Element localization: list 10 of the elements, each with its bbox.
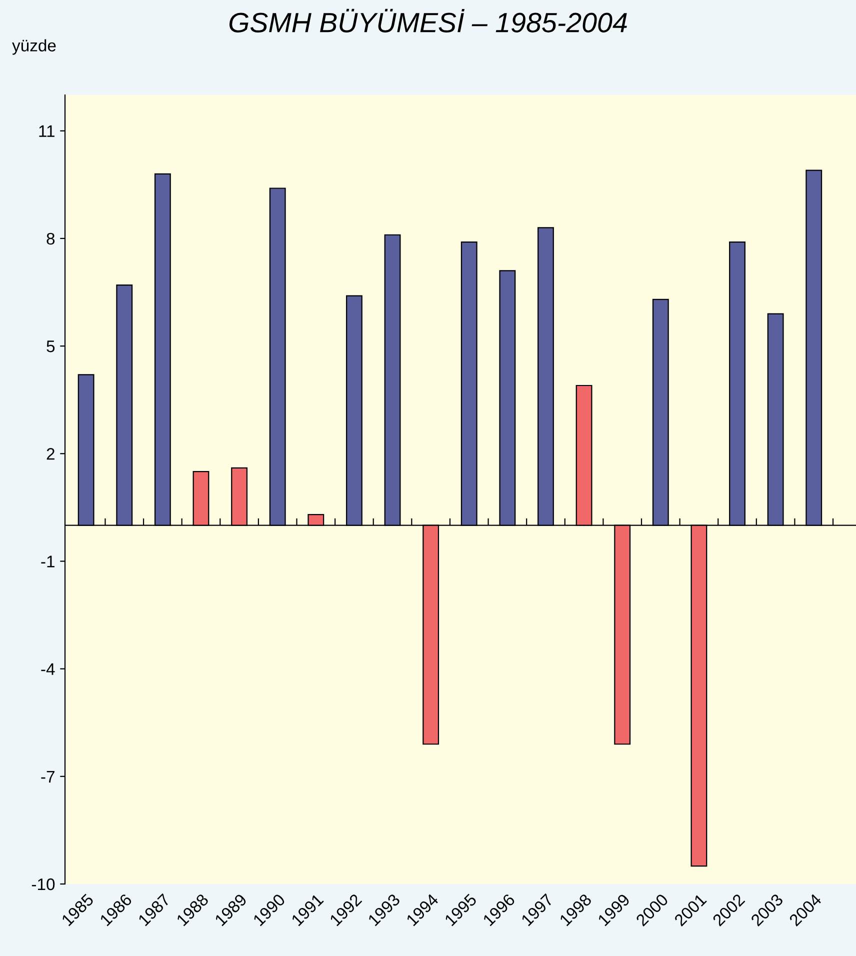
y-tick-label: -7 [41,770,54,782]
y-tick-label: 5 [46,340,55,352]
y-tick-label: -10 [32,878,55,890]
y-tick-label: 11 [39,125,54,137]
y-axis-title: yüzde [12,39,56,55]
y-tick-label: 2 [46,448,54,460]
y-tick-label: -1 [41,556,54,568]
y-tick-label: -4 [41,663,55,675]
y-tick-label: 8 [46,232,55,245]
chart-title: GSMH BÜYÜMESİ – 1985-2004 [229,8,627,32]
